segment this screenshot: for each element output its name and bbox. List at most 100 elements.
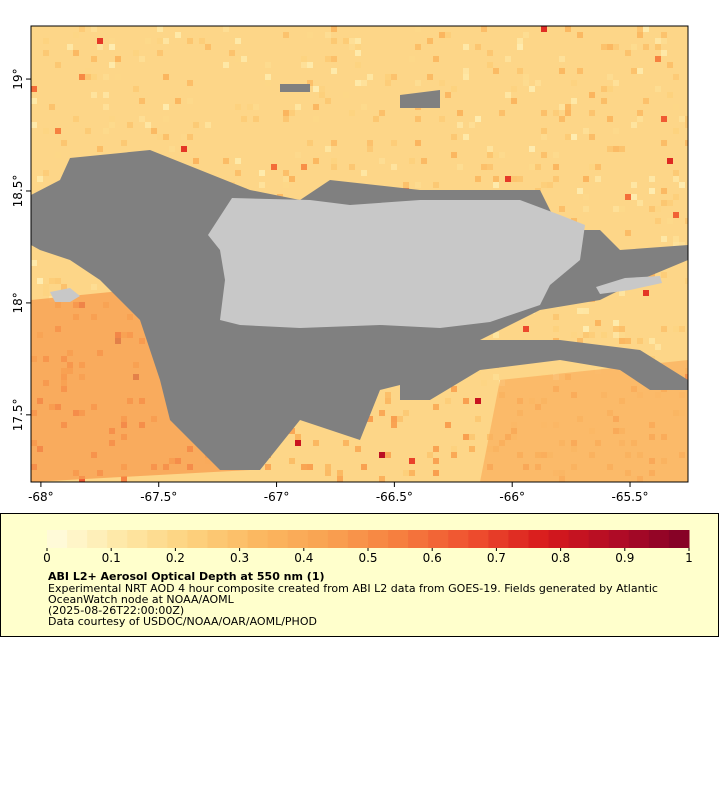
y-tick-label: 18.5° [11, 175, 25, 208]
raster-cell [535, 164, 541, 170]
x-tick-label: -65.5° [611, 490, 648, 504]
colorbar-tick-label: 0.3 [230, 551, 249, 565]
raster-cell [649, 188, 655, 194]
raster-cell [247, 104, 253, 110]
colorbar-cell [428, 530, 449, 548]
raster-cell [619, 332, 625, 338]
raster-cell [355, 80, 361, 86]
raster-cell [223, 158, 229, 164]
raster-cell [673, 170, 679, 176]
raster-cell [157, 38, 163, 44]
raster-cell [679, 326, 685, 332]
raster-cell [49, 278, 55, 284]
raster-cell [613, 146, 619, 152]
raster-cell [331, 56, 337, 62]
colorbar-tick-label: 0 [43, 551, 51, 565]
raster-cell [367, 74, 373, 80]
raster-cell [415, 26, 421, 32]
raster-cell [655, 56, 661, 62]
raster-cell [109, 44, 115, 50]
x-tick-label: -68° [28, 490, 54, 504]
colorbar-cell [107, 530, 128, 548]
raster-cell [607, 86, 613, 92]
raster-cell [583, 308, 589, 314]
raster-cell [283, 32, 289, 38]
raster-cell [625, 338, 631, 344]
raster-cell [553, 326, 559, 332]
raster-cell [619, 290, 625, 296]
raster-cell [325, 98, 331, 104]
raster-cell [85, 74, 91, 80]
raster-cell [481, 380, 487, 386]
colorbar-cell [287, 530, 309, 548]
raster-cell [463, 74, 469, 80]
raster-cell [187, 80, 193, 86]
raster-cell [235, 38, 241, 44]
raster-cell [97, 146, 103, 152]
raster-cell [667, 158, 673, 164]
raster-cell [193, 122, 199, 128]
raster-cell [403, 410, 409, 416]
colorbar-cell [368, 530, 389, 548]
raster-cell [601, 86, 607, 92]
raster-cell [517, 176, 523, 182]
raster-cell [283, 182, 289, 188]
raster-cell [451, 152, 457, 158]
raster-cell [613, 80, 619, 86]
raster-cell [559, 56, 565, 62]
raster-cell [475, 44, 481, 50]
raster-cell [601, 98, 607, 104]
raster-cell [139, 116, 145, 122]
map-raster [31, 26, 688, 482]
raster-cell [679, 182, 685, 188]
raster-cell [283, 116, 289, 122]
raster-cell [511, 86, 517, 92]
x-tick-label: -67° [264, 490, 290, 504]
raster-cell [685, 278, 688, 284]
raster-cell [235, 104, 241, 110]
raster-cell [565, 110, 571, 116]
raster-cell [469, 434, 475, 440]
raster-cell [493, 152, 499, 158]
raster-cell [229, 50, 235, 56]
raster-cell [175, 32, 181, 38]
raster-cell [655, 86, 661, 92]
colorbar-cell [267, 530, 289, 548]
raster-cell [523, 32, 529, 38]
raster-cell [499, 110, 505, 116]
raster-cell [607, 44, 613, 50]
raster-cell [325, 464, 331, 470]
raster-cell [541, 182, 547, 188]
raster-cell [223, 26, 229, 32]
colorbar-cell [408, 530, 429, 548]
raster-cell [241, 56, 247, 62]
raster-cell [643, 290, 649, 296]
raster-cell [685, 122, 688, 128]
raster-cell [349, 110, 355, 116]
no-data-area [400, 340, 688, 400]
raster-cell [55, 278, 61, 284]
raster-cell [583, 128, 589, 134]
raster-cell [637, 32, 643, 38]
raster-cell [151, 128, 157, 134]
colorbar-tick-label: 1 [685, 551, 693, 565]
raster-cell [517, 38, 523, 44]
raster-cell [577, 32, 583, 38]
raster-cell [589, 332, 595, 338]
raster-cell [49, 104, 55, 110]
raster-cell [661, 140, 667, 146]
raster-cell [295, 440, 301, 446]
raster-cell [583, 194, 589, 200]
colorbar-tick-label: 0.9 [615, 551, 634, 565]
raster-cell [619, 326, 625, 332]
raster-cell [505, 56, 511, 62]
raster-cell [331, 158, 337, 164]
raster-cell [571, 98, 577, 104]
raster-cell [265, 74, 271, 80]
raster-cell [43, 170, 49, 176]
raster-cell [475, 416, 481, 422]
raster-cell [655, 218, 661, 224]
raster-cell [313, 104, 319, 110]
colorbar-cell [528, 530, 550, 548]
